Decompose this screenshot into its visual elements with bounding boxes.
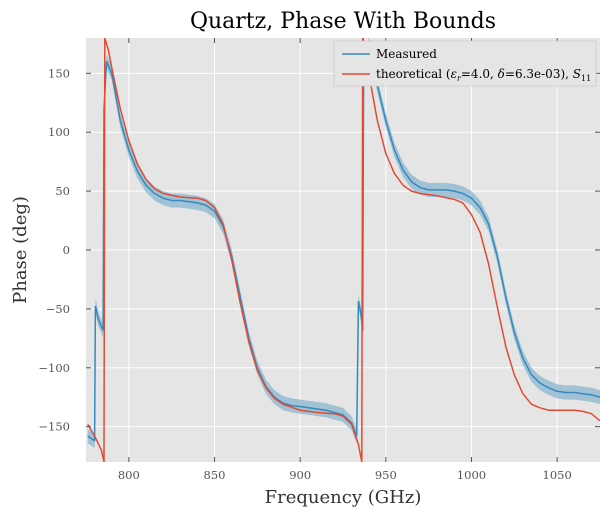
- y-axis-label: Phase (deg): [10, 196, 31, 304]
- legend-label-measured: Measured: [376, 47, 437, 61]
- x-tick-label: 1000: [457, 468, 486, 482]
- axis-ticks: 800 850 900 950 1000 1050 150 100 50 0 −50 −100 −150: [38, 38, 600, 482]
- grid: [86, 38, 600, 462]
- legend-box: [333, 40, 597, 87]
- chart-title: Quartz, Phase With Bounds: [190, 9, 496, 34]
- legend: Measured theoretical (εr=4.0, δ=6.3e-03)…: [333, 40, 597, 87]
- theoretical-line: [87, 38, 600, 462]
- y-tick-label: −100: [38, 361, 70, 375]
- x-axis-label: Frequency (GHz): [265, 487, 422, 508]
- measured-line: [87, 43, 600, 442]
- x-tick-label: 950: [375, 468, 397, 482]
- y-tick-label: −50: [46, 302, 70, 316]
- y-tick-label: 150: [48, 66, 70, 80]
- measured-bound-band: [104, 54, 357, 444]
- y-tick-label: −150: [38, 420, 70, 434]
- x-tick-label: 1050: [543, 468, 572, 482]
- x-tick-label: 850: [204, 468, 226, 482]
- y-tick-label: 100: [48, 125, 70, 139]
- series-lines: [87, 38, 600, 462]
- x-tick-label: 900: [289, 468, 311, 482]
- y-tick-label: 0: [63, 243, 70, 257]
- legend-label-theoretical: theoretical (εr=4.0, δ=6.3e-03), S11: [376, 67, 591, 83]
- y-tick-label: 50: [55, 184, 70, 198]
- x-tick-label: 800: [118, 468, 140, 482]
